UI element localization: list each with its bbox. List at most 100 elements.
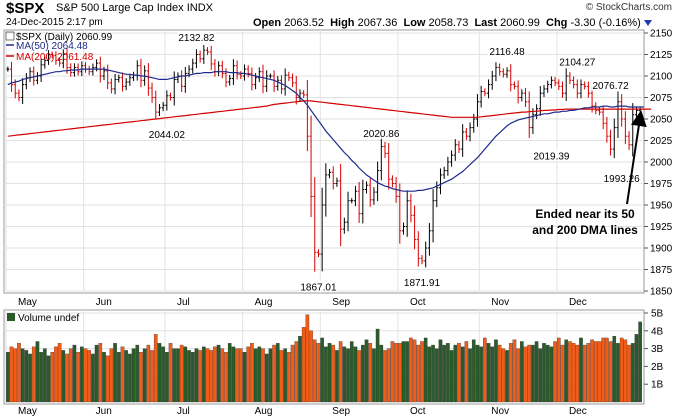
volume-bar <box>54 346 58 403</box>
legend-price: $SPX (Daily) 2060.99 <box>16 32 113 43</box>
ohlc-bar <box>54 51 58 65</box>
annotation-label: 2116.48 <box>489 47 525 58</box>
volume-bar <box>239 348 243 403</box>
volume-bar <box>568 341 572 403</box>
volume-bar <box>497 344 502 403</box>
volume-bar <box>161 346 165 403</box>
volume-bar <box>494 339 498 403</box>
volume-bar <box>227 343 232 403</box>
volume-bar <box>28 353 32 403</box>
volume-bar <box>457 343 461 403</box>
volume-bar <box>91 353 95 403</box>
ohlc-bar <box>605 116 609 143</box>
ohlc-bar <box>457 140 461 153</box>
volume-bar <box>20 348 25 403</box>
volume-bar <box>579 337 583 403</box>
ohlc-bar <box>583 81 587 90</box>
callout-arrow <box>626 110 647 205</box>
volume-bar <box>593 341 598 403</box>
volume-bar <box>39 352 43 403</box>
volume-bar <box>57 343 62 403</box>
ohlc-bar <box>305 79 309 152</box>
symbol-label: $SPX <box>6 0 45 17</box>
volume-bar <box>364 339 369 403</box>
ohlc-bar <box>328 168 332 179</box>
volume-bar <box>564 339 568 403</box>
volume-bar <box>316 343 321 403</box>
volume-bar <box>50 352 55 403</box>
volume-tick-label: 2B <box>651 362 664 373</box>
volume-bar <box>324 346 328 403</box>
ohlc-bar <box>520 89 524 102</box>
price-tick-label: 1950 <box>650 201 673 212</box>
dropdown-arrow-icon[interactable] <box>643 20 652 27</box>
volume-bar <box>116 352 121 403</box>
ohlc-bar <box>527 91 531 138</box>
month-label: Jul <box>177 406 190 417</box>
volume-bar <box>605 337 609 403</box>
volume-bar <box>557 337 561 403</box>
ohlc-bar <box>117 74 121 83</box>
ohlc-bar <box>387 143 391 190</box>
volume-bar <box>601 337 605 403</box>
ohlc-bar <box>324 163 328 217</box>
annotation-box <box>177 30 216 43</box>
callout-line-1: Ended near its 50 <box>535 207 635 221</box>
ohlc-bar <box>165 90 169 111</box>
volume-bar <box>150 350 154 403</box>
ohlc-bar <box>409 193 413 223</box>
ohlc-bar <box>250 67 254 91</box>
volume-bar <box>102 352 106 403</box>
price-annotation: 2104.27 <box>558 55 597 68</box>
ohlc-bar <box>106 64 110 90</box>
volume-bar <box>475 344 480 403</box>
ohlc-bar <box>294 75 298 105</box>
volume-bar <box>65 353 69 403</box>
ohlc-bar <box>564 68 568 101</box>
ohlc-bar <box>272 70 276 92</box>
low-value: 2058.73 <box>428 17 469 29</box>
volume-bar <box>275 343 280 403</box>
month-label: May <box>18 297 37 308</box>
ohlc-bar <box>283 68 287 96</box>
price-annotation: 2076.72 <box>591 79 630 92</box>
volume-bar <box>17 343 21 403</box>
volume-bar <box>305 314 310 403</box>
volume-bar <box>6 352 10 403</box>
chg-value: -3.30 (-0.16%) <box>570 17 641 29</box>
month-labels-upper: May Jun Jul Aug Sep Oct Nov Dec <box>18 297 587 308</box>
volume-bar <box>512 339 517 403</box>
volume-bar <box>298 335 302 403</box>
ohlc-bar <box>154 90 158 120</box>
price-annotation: 2020.86 <box>362 127 401 140</box>
ohlc-bar <box>553 76 557 87</box>
volume-bar <box>460 346 465 403</box>
month-label: Aug <box>255 297 273 308</box>
volume-bar <box>157 343 162 403</box>
volume-bar <box>486 343 491 403</box>
month-label: Oct <box>410 406 426 417</box>
volume-bar <box>338 341 343 403</box>
ohlc-bar <box>575 79 579 99</box>
price-tick-label: 1900 <box>650 244 673 255</box>
volume-bar <box>68 348 73 403</box>
volume-bar <box>531 344 535 403</box>
price-annotation: 2116.48 <box>488 44 527 58</box>
volume-bar <box>290 344 295 403</box>
month-label: Jun <box>96 406 112 417</box>
volume-bar <box>142 348 147 403</box>
volume-bar <box>331 344 336 403</box>
volume-bar <box>479 346 483 403</box>
volume-bar <box>527 344 532 403</box>
ohlc-bar <box>398 183 402 244</box>
volume-bar <box>375 328 380 403</box>
chart-header: $SPX S&P 500 Large Cap Index INDX 24-Dec… <box>0 0 678 30</box>
volume-bar <box>187 350 191 403</box>
ohlc-bar <box>479 85 483 108</box>
volume-bar <box>128 353 132 403</box>
price-grid <box>4 32 644 292</box>
ohlc-bar <box>424 241 428 268</box>
ohlc-bar <box>124 78 128 91</box>
volume-axis: 1B 2B 3B 4B 5B <box>644 309 664 391</box>
volume-bar <box>630 343 635 403</box>
